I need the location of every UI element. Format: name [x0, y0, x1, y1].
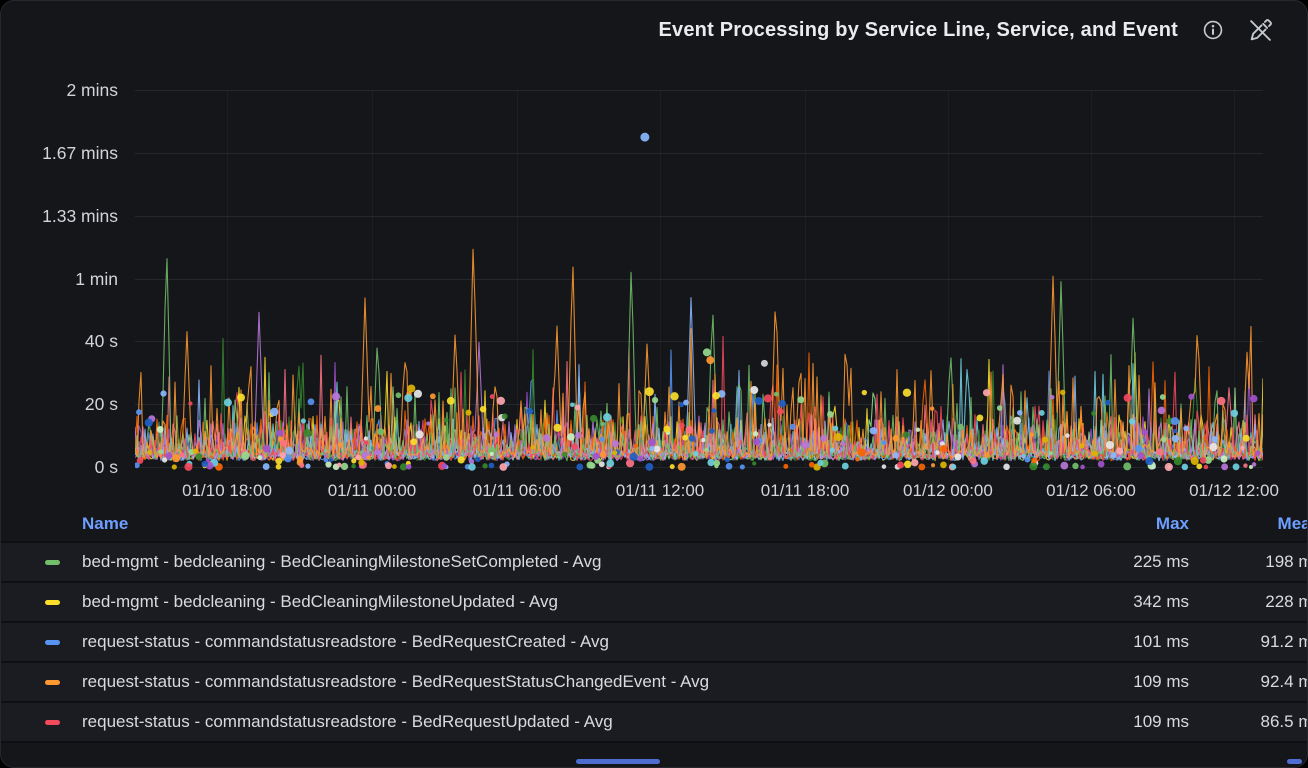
- legend-max-value: 342 ms: [1133, 592, 1189, 611]
- legend-series-name[interactable]: request-status - commandstatusreadstore …: [82, 712, 613, 731]
- x-axis-tick-label: 01/12 12:00: [1189, 481, 1279, 500]
- info-circle-icon[interactable]: [1202, 19, 1224, 41]
- y-axis-tick-label: 0 s: [94, 457, 118, 477]
- series-color-marker[interactable]: [45, 559, 60, 565]
- legend-mean-value: 228 ms: [1265, 592, 1307, 611]
- series-color-marker[interactable]: [45, 719, 60, 725]
- y-axis-tick-label: 2 mins: [66, 80, 118, 100]
- series-color-marker[interactable]: [45, 679, 60, 685]
- legend-header: Name Max Mean: [1, 507, 1307, 541]
- legend-mean-value: 92.4 ms: [1260, 672, 1307, 691]
- legend-max-value: 109 ms: [1133, 712, 1189, 731]
- y-axis-tick-label: 1.33 mins: [42, 205, 118, 226]
- x-axis-tick-label: 01/12 00:00: [903, 481, 993, 500]
- timeseries-chart: [135, 87, 1263, 471]
- timeseries-canvas[interactable]: [135, 87, 1263, 471]
- y-axis-tick-label: 20 s: [84, 394, 118, 415]
- legend-header-max[interactable]: Max: [1155, 514, 1189, 533]
- series-color-marker[interactable]: [45, 639, 60, 645]
- legend-row[interactable]: bed-mgmt - bedcleaning - BedCleaningMile…: [1, 541, 1307, 581]
- y-axis-tick-label: 40 s: [84, 331, 118, 352]
- legend: Name Max Mean bed-mgmt - bedcleaning - B…: [1, 507, 1307, 743]
- x-axis-tick-label: 01/11 00:00: [327, 481, 417, 500]
- x-axis-tick-label: 01/11 18:00: [760, 481, 850, 500]
- horizontal-scrollbar-thumb[interactable]: [576, 759, 660, 764]
- legend-max-value: 101 ms: [1133, 632, 1189, 651]
- legend-max-value: 109 ms: [1133, 672, 1189, 691]
- legend-series-name[interactable]: request-status - commandstatusreadstore …: [82, 632, 609, 651]
- legend-series-name[interactable]: bed-mgmt - bedcleaning - BedCleaningMile…: [82, 592, 558, 611]
- legend-row[interactable]: request-status - commandstatusreadstore …: [1, 661, 1307, 701]
- x-axis-tick-label: 01/11 12:00: [615, 481, 705, 500]
- legend-mean-value: 86.5 ms: [1260, 712, 1307, 731]
- legend-series-name[interactable]: bed-mgmt - bedcleaning - BedCleaningMile…: [82, 552, 602, 571]
- x-axis-tick-label: 01/12 06:00: [1046, 481, 1136, 500]
- pencil-slash-icon: [1248, 18, 1273, 43]
- legend-mean-value: 91.2 ms: [1260, 632, 1307, 651]
- series-color-marker[interactable]: [45, 599, 60, 605]
- legend-row[interactable]: bed-mgmt - bedcleaning - BedCleaningMile…: [1, 581, 1307, 621]
- legend-mean-value: 198 ms: [1265, 552, 1307, 571]
- legend-series-name[interactable]: request-status - commandstatusreadstore …: [82, 672, 710, 691]
- panel-title[interactable]: Event Processing by Service Line, Servic…: [658, 18, 1178, 41]
- y-axis-tick-label: 1.67 mins: [42, 142, 118, 163]
- x-axis: 01/10 18:00 01/11 00:00 01/11 06:00 01/11 1…: [135, 480, 1279, 504]
- panel-header: Event Processing by Service Line, Servic…: [1, 1, 1307, 59]
- x-axis-tick-label: 01/11 06:00: [472, 481, 562, 500]
- scrollbar-corner-thumb[interactable]: [1287, 759, 1302, 764]
- legend-header-mean[interactable]: Mean: [1277, 514, 1307, 533]
- legend-header-name[interactable]: Name: [82, 514, 129, 533]
- x-axis-tick-label: 01/10 18:00: [182, 481, 272, 500]
- legend-row[interactable]: request-status - commandstatusreadstore …: [1, 621, 1307, 661]
- y-axis-tick-label: 1 min: [75, 268, 118, 289]
- y-axis: 0 s 20 s 40 s 1 min 1.33 mins 1.67 mins 2 mins: [1, 1, 128, 501]
- legend-max-value: 225 ms: [1133, 552, 1189, 571]
- legend-row[interactable]: request-status - commandstatusreadstore …: [1, 701, 1307, 741]
